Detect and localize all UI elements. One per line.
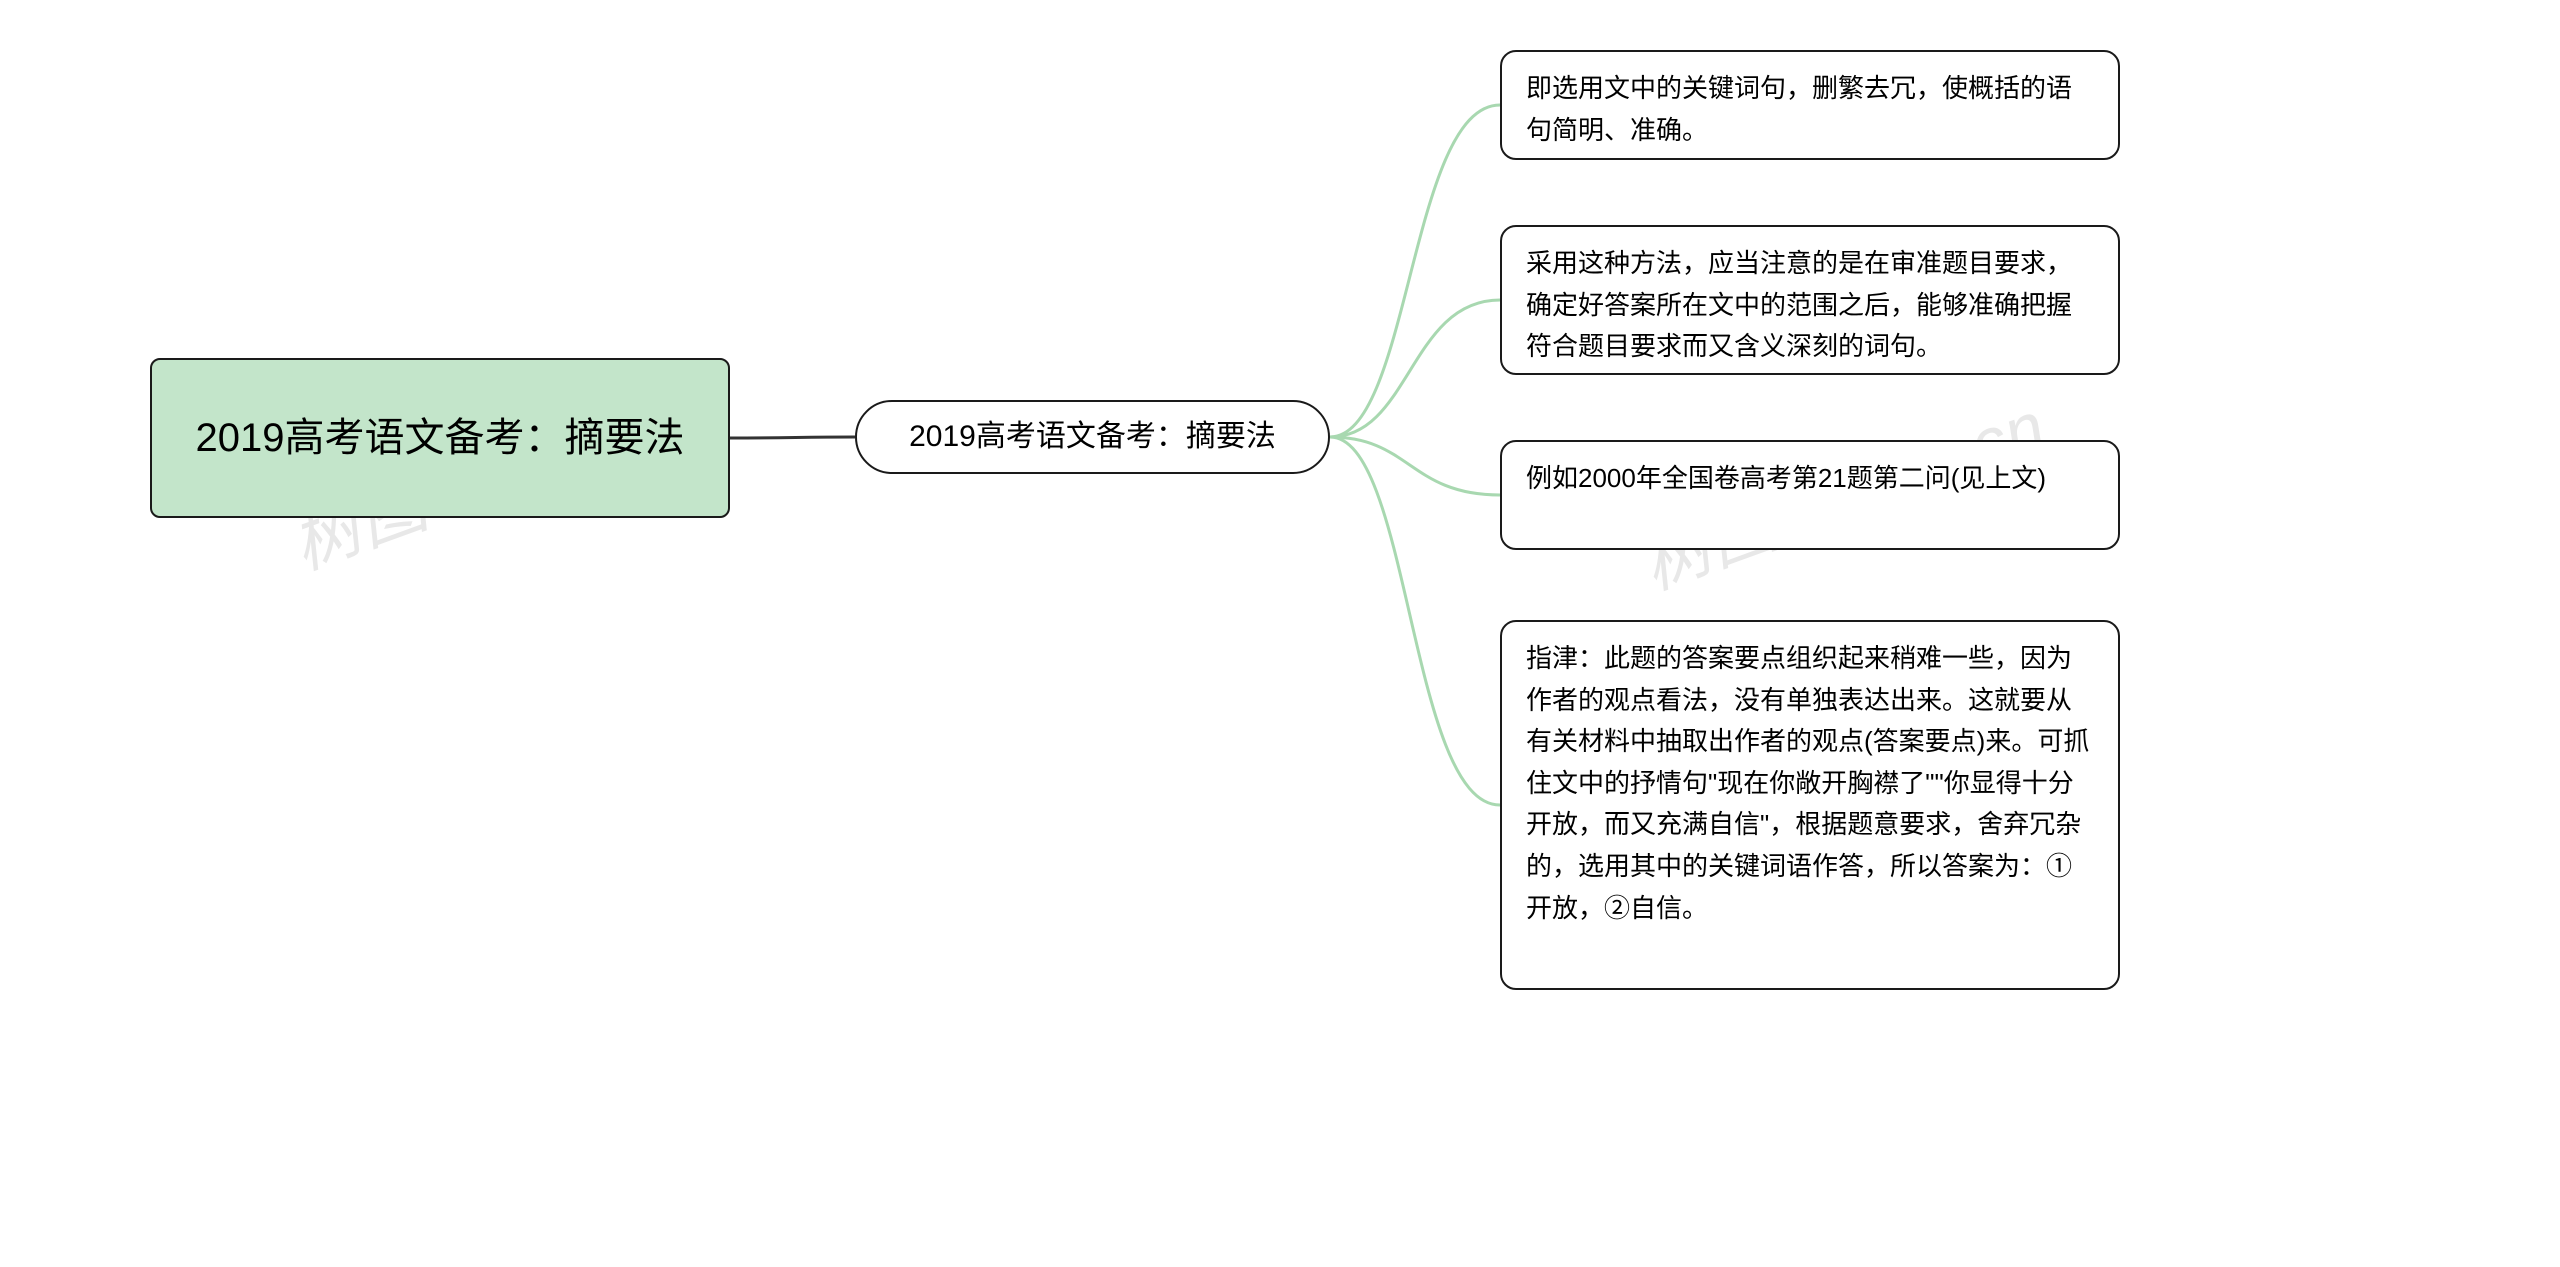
level2-label: 2019高考语文备考：摘要法	[909, 413, 1276, 461]
mindmap-connectors	[0, 0, 2560, 1267]
leaf-label: 指津：此题的答案要点组织起来稍难一些，因为作者的观点看法，没有单独表达出来。这就…	[1526, 638, 2094, 929]
root-label: 2019高考语文备考：摘要法	[196, 406, 685, 470]
mindmap-root-node[interactable]: 2019高考语文备考：摘要法	[150, 358, 730, 518]
mindmap-leaf-node[interactable]: 指津：此题的答案要点组织起来稍难一些，因为作者的观点看法，没有单独表达出来。这就…	[1500, 620, 2120, 990]
mindmap-level2-node[interactable]: 2019高考语文备考：摘要法	[855, 400, 1330, 474]
mindmap-leaf-node[interactable]: 例如2000年全国卷高考第21题第二问(见上文)	[1500, 440, 2120, 550]
leaf-label: 采用这种方法，应当注意的是在审准题目要求，确定好答案所在文中的范围之后，能够准确…	[1526, 243, 2094, 368]
leaf-label: 即选用文中的关键词句，删繁去冗，使概括的语句简明、准确。	[1526, 68, 2094, 151]
mindmap-leaf-node[interactable]: 即选用文中的关键词句，删繁去冗，使概括的语句简明、准确。	[1500, 50, 2120, 160]
leaf-label: 例如2000年全国卷高考第21题第二问(见上文)	[1526, 458, 2046, 500]
mindmap-leaf-node[interactable]: 采用这种方法，应当注意的是在审准题目要求，确定好答案所在文中的范围之后，能够准确…	[1500, 225, 2120, 375]
